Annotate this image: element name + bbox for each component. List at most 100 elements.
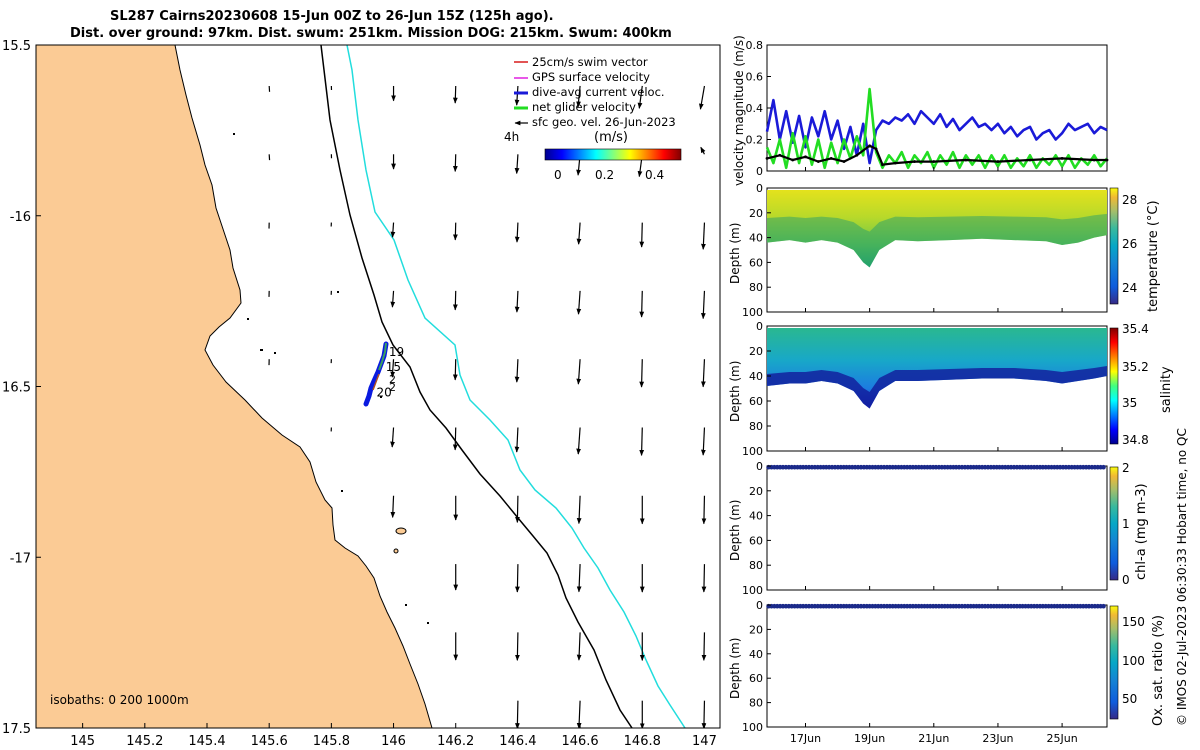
geo-vel-point	[1028, 158, 1032, 162]
geo-velocity-vector	[515, 564, 520, 593]
velocity-line-0	[765, 98, 1108, 165]
geo-velocity-vector	[514, 85, 520, 106]
map-x-tick-label: 145.6	[251, 734, 288, 749]
isobath-200m	[320, 45, 633, 728]
time-tick-label: 19Jun	[854, 732, 885, 745]
title-line-2: Dist. over ground: 97km. Dist. swum: 251…	[70, 26, 672, 41]
geo-velocity-vector	[639, 359, 645, 388]
map-y-axis: 15.5 -16 16.5 -17 17.5	[2, 39, 41, 737]
map-legend: 25cm/s swim vector GPS surface velocity …	[504, 55, 682, 182]
track-label: 15	[386, 360, 401, 374]
oxygen-samples	[766, 603, 1106, 609]
geo-velocity-vector	[576, 359, 582, 385]
geo-velocity-vector	[452, 427, 458, 451]
velocity-tick-label: 0.6	[746, 71, 764, 84]
geo-velocity-vector	[515, 495, 520, 523]
map-x-tick-label: 147	[692, 734, 717, 749]
geo-velocity-vector	[576, 564, 582, 593]
geo-velocity-vector	[390, 359, 396, 378]
geo-velocity-vector	[576, 222, 582, 245]
chla-cbar-label: chl-a (mg m-3)	[1134, 483, 1149, 580]
glider-track-segment	[378, 342, 387, 371]
temperature-depth-label: Depth (m)	[728, 223, 742, 284]
geo-vel-point	[913, 160, 916, 163]
temperature-colorbar	[1109, 187, 1119, 305]
velocity-line-2	[766, 144, 1107, 166]
geo-velocity-vector	[390, 495, 396, 518]
geo-velocity-vector	[515, 632, 520, 661]
map-panel[interactable]: 19 15 20 2 2 145 145.2 145.4 145.6 145.8 146 1…	[2, 39, 721, 749]
geo-velocity-vector	[576, 290, 582, 315]
geo-vel-point	[1105, 158, 1109, 162]
depth-tick-label: 0	[756, 599, 763, 612]
velocity-tick-label: 0.4	[746, 102, 764, 115]
colorbar-tick: 0	[554, 168, 562, 182]
geo-velocity-vector	[637, 85, 643, 109]
depth-tick-label: 80	[749, 420, 763, 433]
chla-cbar-tick: 0	[1122, 573, 1130, 587]
depth-tick-label: 60	[749, 672, 763, 685]
depth-tick-label: 100	[742, 721, 763, 734]
time-axis: 17Jun 19Jun 21Jun 23Jun 25Jun	[790, 167, 1078, 745]
velocity-panel: 0 0.2 0.4 0.6 0.8 velocity magnitude (m/s)	[732, 35, 1109, 186]
chla-panel: 0 20 40 60 80 100 Depth (m) 2 1 0 chl-a (mg m…	[728, 460, 1149, 597]
geo-velocity-vector	[390, 222, 396, 238]
depth-tick-label: 80	[749, 559, 763, 572]
geo-velocity-vector	[514, 222, 520, 243]
legend-item: GPS surface velocity	[532, 70, 650, 84]
depth-tick-label: 40	[749, 648, 763, 661]
glider-track-segment	[372, 373, 380, 391]
oxygen-depth-label: Depth (m)	[728, 638, 742, 699]
island	[395, 527, 407, 535]
salinity-cbar-tick: 34.8	[1122, 433, 1149, 447]
glider-track	[363, 341, 389, 407]
geo-velocity-vector	[701, 564, 707, 593]
geo-velocity-vector	[576, 700, 582, 728]
oxygen-cbar-tick: 150	[1122, 615, 1145, 629]
reef	[247, 318, 249, 320]
geo-velocity-vector	[514, 359, 520, 383]
track-label-overlap: 2	[389, 381, 396, 394]
map-x-axis: 145 145.2 145.4 145.6 145.8 146 146.2 146.4 146.…	[70, 723, 717, 749]
chla-cbar-tick: 2	[1122, 461, 1130, 475]
reef	[405, 604, 407, 606]
colorbar-tick: 0.2	[595, 168, 614, 182]
map-x-tick-label: 146.2	[437, 734, 474, 749]
geo-vel-point	[868, 144, 872, 148]
temperature-cbar-tick: 24	[1122, 281, 1137, 295]
geo-velocity-vector	[576, 495, 582, 525]
velocity-tick-label: 0	[756, 165, 763, 178]
geo-vel-point	[791, 158, 795, 162]
geo-vel-point	[829, 157, 833, 160]
depth-tick-label: 60	[749, 534, 763, 547]
geo-velocity-vector	[452, 359, 458, 381]
geo-velocity-vector	[700, 290, 706, 320]
geo-velocity-vector	[700, 427, 706, 456]
temperature-depth-axis: 0 20 40 60 80 100	[742, 182, 771, 319]
oxygen-cbar-tick: 100	[1122, 654, 1145, 668]
depth-tick-label: 40	[749, 232, 763, 245]
reef	[274, 352, 276, 354]
salinity-panel: 0 20 40 60 80 100 Depth (m) 35.4 35.2 35 34.8…	[728, 320, 1174, 458]
temperature-field	[767, 190, 1107, 268]
time-tick-label: 21Jun	[918, 732, 949, 745]
track-label-overlap: 2	[389, 373, 396, 386]
geo-velocity-vector	[639, 290, 645, 318]
depth-tick-label: 0	[756, 320, 763, 333]
reef	[427, 622, 429, 624]
geo-velocity-vector	[701, 495, 707, 525]
legend-item: dive-avg current veloc.	[532, 85, 665, 99]
sample-point	[1101, 603, 1106, 609]
geo-vel-point	[778, 153, 782, 157]
geo-vel-point	[996, 160, 1000, 163]
geo-velocity-vector	[639, 222, 645, 248]
geo-velocity-vector	[698, 85, 706, 110]
salinity-depth-label: Depth (m)	[728, 361, 742, 422]
map-x-tick-label: 145	[70, 734, 95, 749]
geo-velocity-vector	[452, 85, 458, 104]
oxygen-cbar-tick: 50	[1122, 692, 1137, 706]
geo-vel-point	[932, 160, 936, 163]
colorbar-title: (m/s)	[594, 130, 628, 145]
depth-tick-label: 60	[749, 395, 763, 408]
isobath-label: isobaths: 0 200 1000m	[50, 693, 189, 707]
